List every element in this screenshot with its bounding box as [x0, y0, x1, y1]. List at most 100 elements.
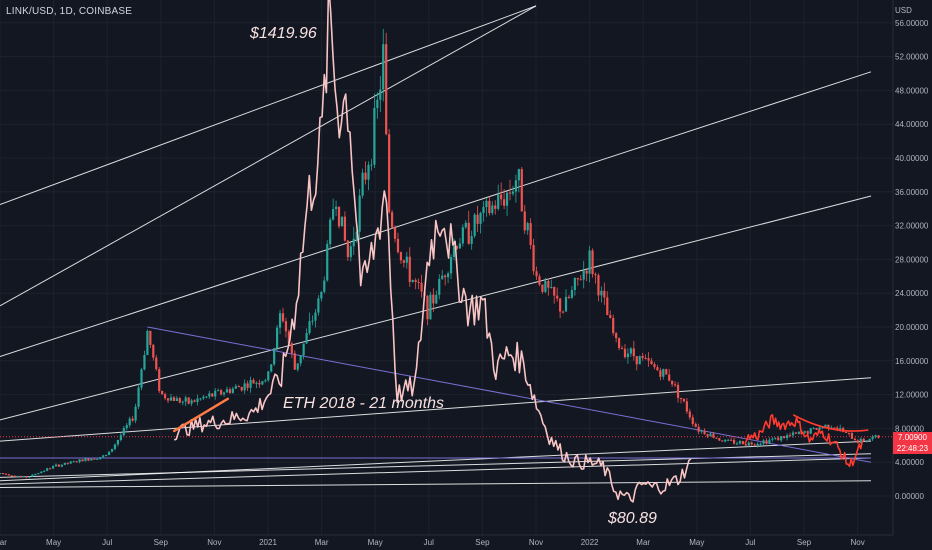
x-axis[interactable]: Mar May Jul Sep Nov 2021 Mar May Jul Sep Nov 2022 Ma… — [0, 538, 865, 547]
candle-body — [161, 390, 164, 395]
y-tick-label: 4.00000 — [895, 458, 924, 467]
y-tick-label: 48.00000 — [895, 86, 929, 95]
eth-peak-label: $1419.96 — [249, 25, 317, 42]
candle-body — [57, 464, 61, 467]
candle-body — [373, 107, 376, 165]
current-fractal — [744, 413, 869, 468]
candle-body — [214, 390, 217, 397]
y-tick-label: 28.00000 — [895, 255, 929, 264]
candle-body — [54, 464, 58, 467]
candle-body — [208, 393, 211, 397]
candle-body — [337, 206, 341, 227]
candle-body — [329, 219, 332, 245]
y-axis[interactable]: 0.00000 4.00000 8.00000 12.00000 16.00000 20.… — [895, 19, 929, 501]
candle-body — [464, 222, 467, 228]
candle-body — [332, 209, 335, 220]
candle-body — [818, 427, 821, 430]
candle-body — [211, 393, 214, 397]
candle-body — [234, 386, 237, 389]
candle-body — [358, 195, 361, 232]
candle-body — [511, 191, 515, 194]
candle-body — [276, 327, 279, 349]
candle-body — [830, 427, 833, 429]
candle-body — [137, 387, 140, 407]
candle-body — [585, 270, 588, 274]
candle-body — [559, 298, 562, 312]
symbol-title[interactable]: LINK/USD, 1D, COINBASE — [6, 6, 133, 17]
candle-body — [827, 424, 830, 429]
candle-body — [850, 433, 854, 439]
y-tick-label: 36.00000 — [895, 188, 929, 197]
candle-body — [438, 279, 441, 295]
candle-body — [217, 390, 220, 392]
candle-body — [270, 364, 273, 372]
x-tick-label: Mar — [315, 538, 329, 547]
x-tick-label: Jul — [424, 538, 434, 547]
candle-body — [665, 369, 668, 375]
candle-body — [146, 330, 149, 355]
candle-body — [355, 231, 358, 239]
candle-body — [662, 369, 665, 377]
candle-body — [379, 89, 382, 100]
candle-body — [1, 473, 5, 475]
candle-body — [158, 369, 161, 391]
candle-body — [128, 418, 131, 426]
candle-body — [491, 205, 494, 214]
candle-body — [196, 398, 199, 402]
y-tick-label: 20.00000 — [895, 323, 929, 332]
candle-body — [163, 394, 167, 399]
eth-2018-overlay — [172, 0, 692, 503]
candle-body — [119, 435, 122, 440]
candle-body — [0, 473, 2, 475]
candle-body — [541, 284, 544, 292]
candle-body — [220, 390, 223, 395]
candle-body — [505, 192, 509, 206]
candle-body — [730, 439, 733, 441]
candle-body — [249, 379, 252, 388]
candle-body — [90, 458, 93, 461]
candle-body — [656, 367, 659, 371]
candle-body — [131, 418, 134, 421]
candle-body — [547, 280, 550, 288]
candle-body — [393, 227, 397, 239]
candle-body — [847, 432, 851, 434]
candle-body — [96, 458, 99, 460]
candle-body — [638, 356, 641, 365]
candle-body — [240, 386, 243, 391]
x-tick-label: Jul — [102, 538, 112, 547]
candle-body — [169, 397, 173, 401]
candle-body — [668, 374, 671, 381]
candle-body — [874, 435, 877, 437]
candle-body — [60, 464, 64, 467]
candle-body — [753, 444, 756, 446]
candle-body — [4, 473, 7, 475]
candle-body — [435, 294, 438, 304]
candle-body — [514, 180, 517, 192]
candle-body — [382, 44, 385, 90]
candle-body — [647, 358, 650, 361]
candle-body — [626, 353, 630, 358]
candle-body — [553, 286, 556, 296]
current-fractal-line — [744, 413, 864, 468]
eth-overlay-line — [173, 0, 692, 503]
y-tick-label: 8.00000 — [895, 424, 924, 433]
candle-body — [620, 348, 624, 350]
candle-body — [600, 290, 603, 296]
candle-body — [31, 474, 34, 477]
candle-body — [517, 169, 520, 181]
candle-body — [446, 273, 450, 278]
candle-body — [844, 432, 848, 434]
x-tick-label: 2021 — [259, 538, 277, 547]
candle-body — [399, 252, 403, 261]
candle-body — [497, 194, 500, 209]
candle-body — [794, 432, 798, 434]
candle-body — [261, 381, 264, 385]
candle-body — [473, 214, 476, 237]
candle-body — [715, 437, 718, 439]
candle-body — [538, 276, 541, 285]
candle-body — [556, 295, 559, 299]
eth-note-label: ETH 2018 - 21 months — [283, 395, 444, 412]
candle-body — [426, 295, 429, 320]
candle-body — [839, 428, 842, 430]
